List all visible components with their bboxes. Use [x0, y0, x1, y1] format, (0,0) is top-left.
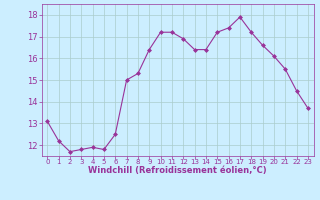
X-axis label: Windchill (Refroidissement éolien,°C): Windchill (Refroidissement éolien,°C)	[88, 166, 267, 175]
